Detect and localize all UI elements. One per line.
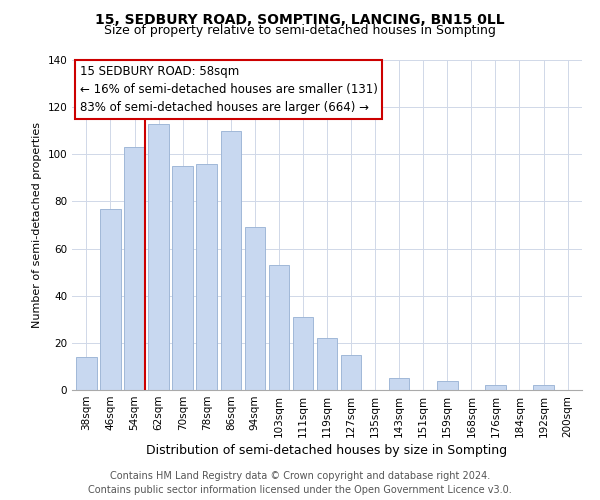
Bar: [148, 124, 169, 390]
Bar: [100, 208, 121, 390]
X-axis label: Distribution of semi-detached houses by size in Sompting: Distribution of semi-detached houses by …: [146, 444, 508, 457]
Bar: [269, 265, 289, 390]
Bar: [437, 380, 458, 390]
Bar: [389, 378, 409, 390]
Bar: [533, 386, 554, 390]
Bar: [196, 164, 217, 390]
Bar: [485, 386, 506, 390]
Text: Size of property relative to semi-detached houses in Sompting: Size of property relative to semi-detach…: [104, 24, 496, 37]
Text: 15, SEDBURY ROAD, SOMPTING, LANCING, BN15 0LL: 15, SEDBURY ROAD, SOMPTING, LANCING, BN1…: [95, 12, 505, 26]
Bar: [124, 147, 145, 390]
Y-axis label: Number of semi-detached properties: Number of semi-detached properties: [32, 122, 42, 328]
Bar: [341, 354, 361, 390]
Bar: [172, 166, 193, 390]
Bar: [245, 228, 265, 390]
Bar: [317, 338, 337, 390]
Bar: [221, 130, 241, 390]
Text: Contains HM Land Registry data © Crown copyright and database right 2024.
Contai: Contains HM Land Registry data © Crown c…: [88, 471, 512, 495]
Bar: [76, 357, 97, 390]
Bar: [293, 317, 313, 390]
Text: 15 SEDBURY ROAD: 58sqm
← 16% of semi-detached houses are smaller (131)
83% of se: 15 SEDBURY ROAD: 58sqm ← 16% of semi-det…: [80, 65, 377, 114]
